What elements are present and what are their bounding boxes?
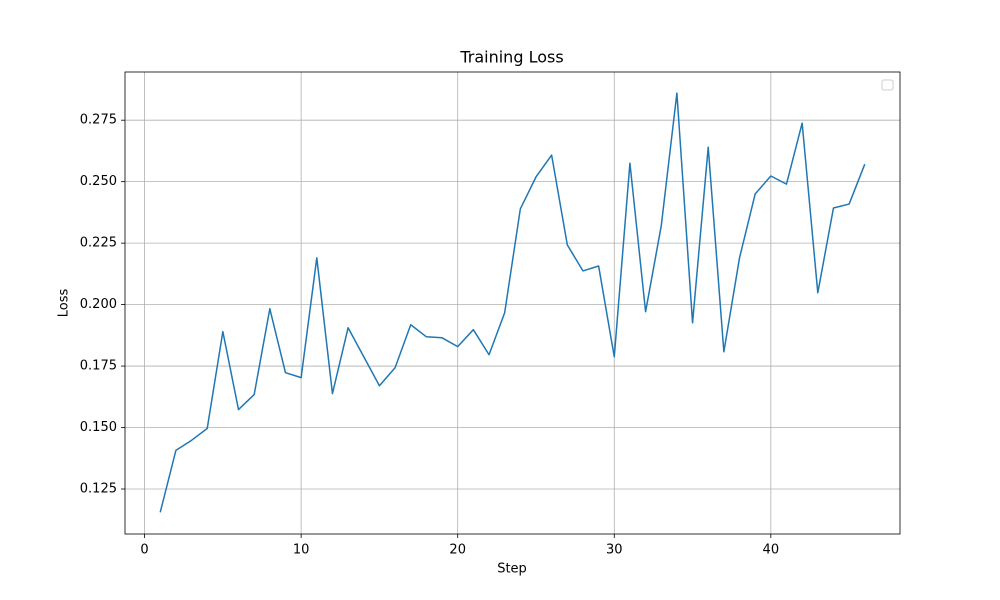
x-tick-label: 10: [293, 543, 310, 558]
x-tick-label: 0: [140, 543, 148, 558]
chart-title: Training Loss: [459, 48, 563, 67]
y-tick-label: 0.250: [80, 174, 117, 189]
y-tick-label: 0.150: [80, 420, 117, 435]
grid: [125, 72, 900, 534]
x-axis-label: Step: [497, 562, 527, 577]
x-tick-label: 20: [449, 543, 466, 558]
x-tick-label: 30: [606, 543, 623, 558]
y-tick-label: 0.225: [80, 236, 117, 251]
axes-frame: [124, 71, 901, 535]
y-tick-label: 0.175: [80, 359, 117, 374]
x-tick-label: 40: [763, 543, 780, 558]
line: [159, 92, 866, 513]
y-tick-label: 0.125: [80, 482, 117, 497]
plot: [159, 92, 866, 513]
legend: [881, 79, 894, 91]
y-tick-label: 0.200: [80, 297, 117, 312]
y-tick-label: 0.275: [80, 113, 117, 128]
y-axis-label: Loss: [57, 289, 72, 318]
